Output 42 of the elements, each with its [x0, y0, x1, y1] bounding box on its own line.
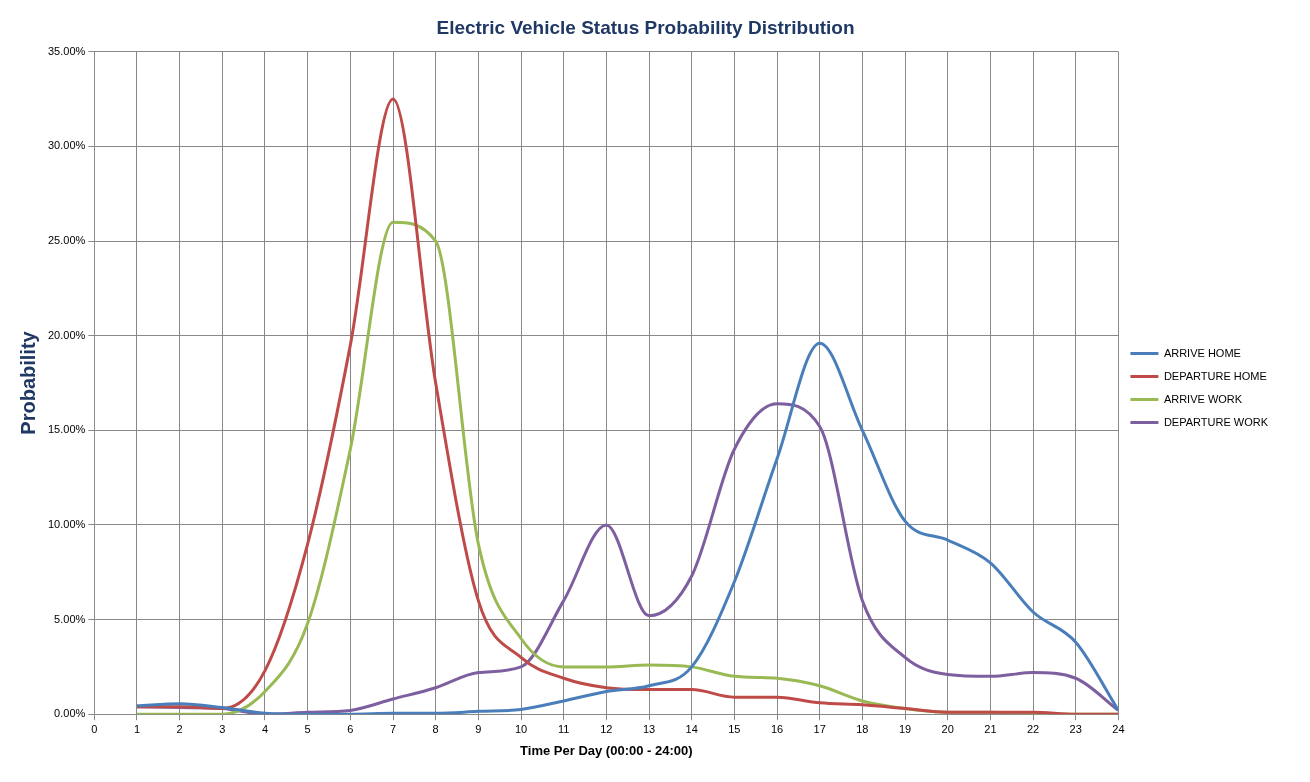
x-tick-label: 24	[1112, 722, 1125, 735]
x-tick-label: 19	[898, 722, 912, 735]
x-tick-label: 6	[347, 722, 354, 735]
x-tick-label: 20	[941, 722, 954, 735]
x-axis-title: Time Per Day (00:00 - 24:00)	[520, 742, 693, 758]
legend-label: ARRIVE WORK	[1163, 392, 1243, 405]
y-tick-label: 35.00%	[48, 44, 86, 57]
x-tick-label: 3	[219, 722, 226, 735]
legend-label: ARRIVE HOME	[1163, 346, 1241, 359]
x-tick-label: 15	[728, 722, 741, 735]
y-axis-title: Probability	[16, 330, 39, 435]
x-tick-label: 21	[984, 722, 997, 735]
x-tick-label: 8	[432, 722, 439, 735]
x-tick-label: 12	[600, 722, 613, 735]
legend-label: DEPARTURE HOME	[1163, 369, 1267, 382]
y-tick-label: 30.00%	[48, 139, 86, 152]
x-tick-label: 10	[514, 722, 528, 735]
x-tick-label: 2	[176, 722, 183, 735]
x-tick-label: 13	[642, 722, 656, 735]
line-series	[135, 341, 1119, 715]
x-tick-label: 18	[856, 722, 869, 735]
y-tick-label: 25.00%	[48, 234, 86, 247]
x-tick-label: 22	[1026, 722, 1040, 735]
y-tick-label: 5.00%	[54, 612, 86, 625]
x-tick-label: 7	[389, 722, 397, 735]
y-tick-label: 20.00%	[48, 328, 86, 341]
line-series	[135, 97, 1119, 715]
x-tick-label: 14	[685, 722, 698, 735]
x-tick-label: 11	[557, 722, 570, 735]
y-tick-label: 0.00%	[54, 707, 86, 720]
x-tick-label: 9	[475, 722, 482, 735]
y-tick-label: 10.00%	[48, 517, 86, 530]
y-tick-label: 15.00%	[48, 423, 86, 436]
x-tick-label: 17	[813, 722, 826, 735]
x-tick-label: 23	[1069, 722, 1082, 735]
x-tick-label: 1	[133, 722, 141, 735]
x-tick-label: 4	[261, 722, 269, 735]
chart-title: Electric Vehicle Status Probability Distribution	[436, 16, 855, 38]
x-tick-label: 5	[304, 722, 311, 735]
x-tick-label: 16	[770, 722, 784, 735]
legend-label: DEPARTURE WORK	[1163, 415, 1269, 428]
x-tick-label: 0	[91, 722, 98, 735]
